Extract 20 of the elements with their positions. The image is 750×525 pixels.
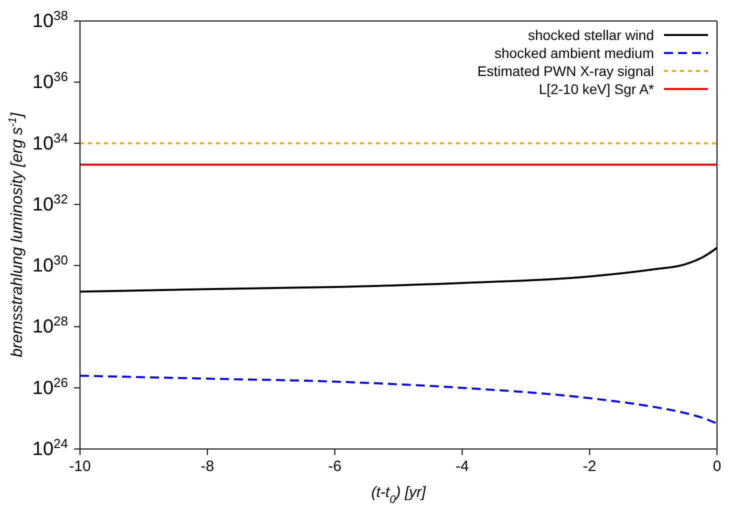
y-tick-label: 10$^{26}$ — [32, 374, 68, 399]
x-tick-label: -10 — [69, 458, 91, 475]
x-tick-label: -8 — [200, 458, 214, 475]
x-tick-label: 0 — [712, 458, 722, 475]
y-tick-label: 10$^{36}$ — [32, 68, 68, 94]
x-tick-label: -4 — [456, 458, 469, 475]
legend-label: shocked stellar wind — [528, 27, 654, 43]
y-tick-label: 10$^{28}$ — [32, 313, 68, 338]
legend-label: Estimated PWN X-ray signal — [477, 63, 654, 79]
y-tick-label: 10$^{24}$ — [32, 436, 68, 460]
y-tick-label: 10$^{30}$ — [32, 252, 68, 277]
x-axis-title: (t-t$_{0}$) [yr] — [371, 484, 427, 506]
y-tick-label: 10$^{32}$ — [32, 190, 68, 216]
x-tick-label: -6 — [328, 458, 342, 475]
legend-label: shocked ambient medium — [494, 45, 654, 61]
line-series — [80, 374, 717, 425]
y-tick-label: 10$^{34}$ — [32, 130, 68, 154]
y-tick-label: 10$^{38}$ — [32, 8, 68, 32]
legend-label: L[2-10 keV] Sgr A* — [538, 81, 654, 97]
x-tick-label: -2 — [582, 458, 596, 475]
